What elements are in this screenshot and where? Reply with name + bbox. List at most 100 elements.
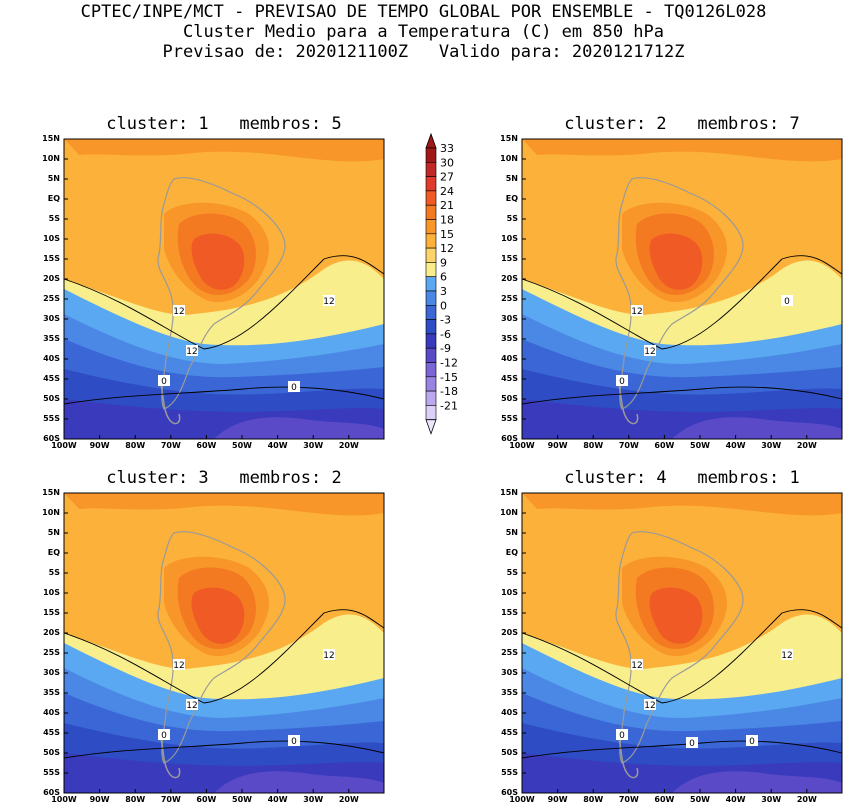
lat-label: 10N — [500, 154, 518, 163]
band-west — [64, 493, 168, 643]
map-panel-2: 12 12 0 0 — [521, 138, 843, 440]
lat-label: 10N — [42, 154, 60, 163]
band-24-27 — [649, 587, 703, 644]
colorbar-swatch — [425, 305, 437, 320]
lat-label: 15S — [43, 608, 60, 617]
colorbar-label: 18 — [440, 214, 454, 227]
colorbar-swatch — [425, 176, 437, 192]
contour-label: 0 — [288, 381, 300, 393]
lon-label: 100W — [509, 795, 535, 804]
lon-label: 50W — [690, 441, 710, 450]
lat-label: 60S — [43, 434, 60, 443]
colorbar-swatch — [425, 333, 437, 349]
lat-label: 5N — [47, 528, 60, 537]
lon-label: 40W — [267, 441, 288, 450]
contour-label: 12 — [781, 649, 793, 661]
contour-label: 12 — [323, 649, 335, 661]
lat-label: 10S — [43, 588, 60, 597]
lat-label: 35S — [501, 688, 518, 697]
band-west — [522, 139, 626, 289]
band-m9-m6 — [672, 417, 842, 439]
contour-0 — [521, 386, 843, 405]
lat-label: 5N — [505, 528, 518, 537]
contour-label: 0 — [746, 735, 758, 747]
lon-label: 30W — [303, 441, 324, 450]
lon-label: 80W — [583, 441, 604, 450]
colorbar-label: 33 — [440, 142, 454, 155]
lon-label: 30W — [761, 795, 782, 804]
lat-label: 40S — [43, 354, 60, 363]
map-panel-3: 12 12 12 0 0 — [63, 492, 385, 794]
map-panel-4: 12 12 12 0 0 0 — [521, 492, 843, 794]
svg-text:0: 0 — [689, 739, 695, 749]
colorbar-label: 24 — [440, 185, 454, 198]
lat-label: 60S — [43, 788, 60, 797]
contour-label: 12 — [173, 659, 185, 671]
colorbar-label: 6 — [440, 271, 447, 284]
colorbar-swatch — [425, 161, 437, 177]
lat-label: 20S — [501, 628, 518, 637]
lon-label: 80W — [125, 795, 146, 804]
band-18-21-north — [522, 139, 842, 162]
band-m9-m6 — [214, 417, 384, 439]
lat-label: 30S — [43, 314, 60, 323]
lat-label: 55S — [501, 768, 518, 777]
map-frame — [521, 492, 843, 794]
colorbar-swatch — [425, 247, 437, 263]
contour-label: 12 — [323, 295, 335, 307]
svg-text:0: 0 — [291, 383, 297, 393]
colorbar-swatch — [425, 190, 437, 206]
lat-label: 20S — [43, 274, 60, 283]
lon-label: 50W — [690, 795, 710, 804]
lat-label: 50S — [43, 748, 60, 757]
colorbar-label: -9 — [440, 342, 451, 355]
lon-label: 40W — [267, 795, 288, 804]
lat-label: 45S — [501, 374, 518, 383]
colorbar-swatch — [425, 147, 437, 163]
svg-text:12: 12 — [644, 347, 655, 357]
contour-label: 0 — [686, 737, 698, 749]
band-m9-m6 — [214, 771, 384, 793]
svg-text:0: 0 — [161, 731, 167, 741]
lat-label: 5S — [506, 214, 518, 223]
lat-label: 25S — [501, 294, 518, 303]
svg-text:0: 0 — [619, 377, 625, 387]
svg-text:12: 12 — [323, 297, 334, 307]
subtitle-dates: Previsao de: 2020121100Z Valido para: 20… — [162, 42, 685, 62]
contour-label: 12 — [631, 305, 643, 317]
colorbar-label: 9 — [440, 256, 447, 269]
lat-label: 45S — [43, 374, 60, 383]
lon-label: 90W — [89, 441, 110, 450]
lat-label: 20S — [501, 274, 518, 283]
svg-text:0: 0 — [291, 737, 297, 747]
svg-text:0: 0 — [749, 737, 755, 747]
south-america-coastline — [615, 531, 744, 764]
lat-label: 5N — [505, 174, 518, 183]
lon-label: 90W — [547, 441, 568, 450]
lon-label: 100W — [51, 795, 77, 804]
lat-label: EQ — [47, 194, 60, 203]
band-18-21-north — [64, 493, 384, 516]
colorbar-swatch — [425, 290, 437, 306]
lat-label: 55S — [43, 414, 60, 423]
svg-text:0: 0 — [161, 377, 167, 387]
lat-label: 5S — [48, 214, 60, 223]
band-west — [522, 493, 626, 643]
lat-label: 40S — [43, 708, 60, 717]
lon-label: 60W — [654, 441, 675, 450]
contour-label: 12 — [173, 305, 185, 317]
south-america-coastline — [157, 531, 286, 764]
contour-label: 0 — [616, 729, 628, 741]
svg-text:12: 12 — [631, 661, 642, 671]
contour-label: 12 — [186, 699, 198, 711]
lon-label: 60W — [654, 795, 675, 804]
lat-label: 60S — [501, 788, 518, 797]
lon-label: 30W — [761, 441, 782, 450]
colorbar-label: 27 — [440, 171, 454, 184]
lat-label: 55S — [43, 768, 60, 777]
contour-label: 12 — [644, 345, 656, 357]
svg-text:12: 12 — [631, 307, 642, 317]
lat-label: 30S — [501, 314, 518, 323]
lat-label: 50S — [501, 748, 518, 757]
